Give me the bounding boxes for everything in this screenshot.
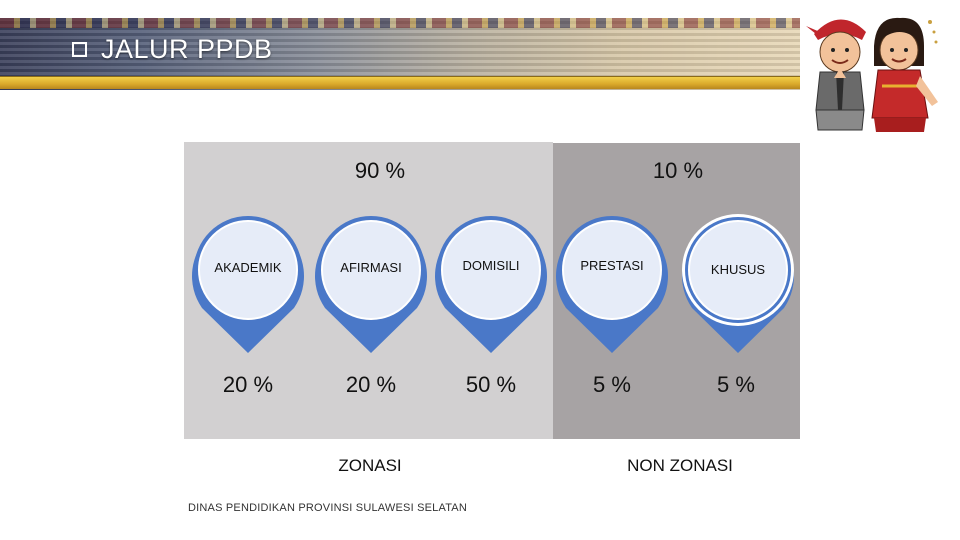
map-pin-icon: [315, 216, 427, 353]
pin-label: PRESTASI: [580, 258, 644, 273]
header-gold-stripe: [0, 76, 800, 89]
pin-value-prestasi: 5 %: [593, 372, 631, 397]
pin-domisili: DOMISILI: [431, 210, 551, 355]
pin-value-domisili: 50 %: [465, 372, 517, 397]
pin-value-khusus: 5 %: [717, 372, 755, 397]
pin-akademik: AKADEMIK: [188, 210, 308, 355]
pin-label: AKADEMIK: [214, 260, 282, 275]
pin-khusus: KHUSUS: [678, 210, 798, 355]
slide-title: JALUR PPDB: [72, 32, 273, 66]
non-zonasi-label: NON ZONASI: [627, 456, 733, 475]
map-pin-icon: [435, 216, 547, 353]
pin-value-afirmasi: 20 %: [345, 372, 397, 397]
two-children-traditional-costume-illustration: [806, 17, 938, 132]
pin-value-akademik: 20 %: [222, 372, 274, 397]
pin-label: AFIRMASI: [340, 260, 402, 275]
pin-label: DOMISILI: [462, 258, 520, 273]
non-zonasi-percent: 10 %: [652, 158, 704, 183]
footer-text: DINAS PENDIDIKAN PROVINSI SULAWESI SELAT…: [188, 502, 467, 514]
pin-label: KHUSUS: [710, 262, 766, 277]
pin-prestasi: PRESTASI: [552, 210, 672, 355]
header-pattern-stripe: [0, 18, 800, 28]
pin-afirmasi: AFIRMASI: [311, 210, 431, 355]
map-pin-icon: [192, 216, 304, 353]
slide-title-text: JALUR PPDB: [101, 33, 273, 64]
map-pin-icon: [556, 216, 668, 353]
map-pin-icon: [682, 214, 794, 353]
zonasi-percent: 90 %: [354, 158, 406, 183]
zonasi-label: ZONASI: [338, 456, 402, 475]
checkbox-square-icon: [72, 41, 87, 57]
